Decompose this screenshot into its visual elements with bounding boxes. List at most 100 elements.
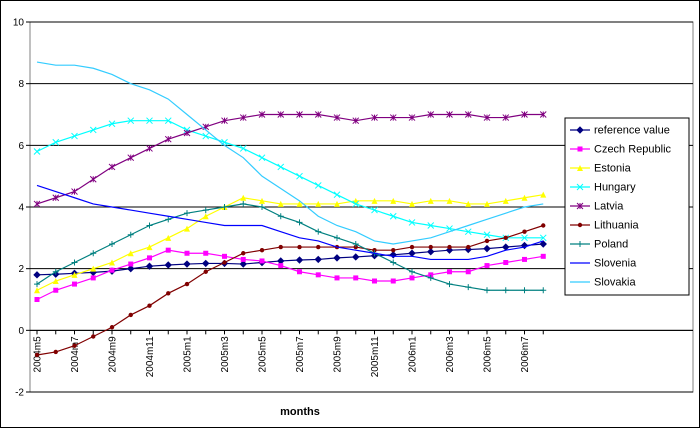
data-point (183, 260, 191, 268)
data-point (89, 175, 97, 183)
data-point (503, 235, 508, 241)
data-point (241, 251, 246, 256)
data-point (466, 244, 471, 250)
legend-label: Hungary (594, 182, 636, 194)
data-point (259, 197, 265, 204)
data-point (128, 312, 133, 318)
x-tick-label: 2005m11 (370, 336, 381, 377)
data-point (372, 247, 377, 253)
legend-marker (577, 241, 583, 247)
data-point (222, 260, 227, 265)
data-point (503, 260, 509, 265)
y-tick-label: 8 (18, 79, 24, 90)
data-point (390, 278, 396, 284)
data-point (483, 231, 491, 239)
series-line (36, 249, 544, 301)
data-point (33, 200, 41, 208)
data-point (239, 145, 247, 152)
y-tick-label: 6 (18, 141, 24, 152)
data-point (259, 258, 265, 264)
data-point (53, 349, 58, 355)
data-point (540, 191, 547, 198)
data-point (333, 254, 341, 262)
x-tick-label: 2006m5 (483, 336, 494, 373)
data-point (521, 194, 528, 201)
data-point (184, 250, 190, 256)
data-point (371, 197, 378, 204)
data-point (539, 240, 547, 248)
data-point (465, 200, 472, 207)
data-point (428, 272, 434, 278)
data-point (315, 228, 322, 235)
data-point (428, 244, 433, 250)
x-tick-label: 2004m11 (145, 336, 156, 377)
data-point (390, 197, 397, 204)
data-point (90, 265, 97, 272)
data-point (109, 259, 115, 266)
data-point (484, 287, 490, 294)
data-point (53, 287, 59, 293)
x-tick-label: 2005m5 (258, 336, 269, 373)
data-point (108, 163, 116, 171)
data-point (146, 117, 153, 125)
data-point (315, 272, 321, 278)
data-point (128, 261, 134, 267)
data-point (184, 281, 190, 287)
data-point (352, 200, 360, 208)
data-point (371, 206, 378, 214)
data-point (147, 255, 152, 261)
data-point (71, 271, 78, 278)
data-point (464, 228, 472, 236)
data-point (408, 114, 416, 121)
data-point (334, 234, 340, 241)
data-point (540, 253, 546, 259)
y-tick-label: 2 (18, 264, 24, 275)
data-point (409, 244, 415, 250)
data-point (52, 138, 60, 146)
data-point (333, 114, 341, 121)
data-point (33, 148, 41, 155)
data-point (221, 117, 228, 125)
data-point (427, 111, 435, 118)
x-tick-label: 2004m9 (108, 336, 119, 373)
data-point (539, 111, 547, 118)
data-point (314, 182, 322, 189)
data-point (240, 256, 246, 262)
legend-marker (576, 202, 584, 210)
data-point (34, 352, 40, 358)
data-point (71, 259, 78, 266)
series-line (36, 61, 544, 245)
data-point (352, 117, 360, 125)
data-point (240, 194, 247, 201)
data-point (277, 200, 284, 207)
data-point (71, 132, 78, 140)
series-line (36, 184, 544, 261)
legend-label: Estonia (594, 163, 632, 175)
y-tick-label: 0 (18, 326, 24, 337)
data-point (72, 343, 77, 348)
data-point (164, 135, 172, 143)
data-point (296, 111, 303, 118)
data-point (109, 267, 115, 273)
data-point (465, 269, 471, 275)
data-point (427, 222, 435, 229)
data-point (90, 250, 97, 257)
data-point (202, 213, 209, 220)
data-point (409, 200, 415, 207)
data-point (259, 247, 265, 253)
data-point (464, 111, 472, 118)
data-point (502, 197, 509, 204)
data-point (484, 200, 490, 207)
x-tick-label: 2005m1 (183, 336, 194, 373)
data-point (34, 287, 40, 294)
data-point (389, 251, 397, 259)
data-point (259, 204, 265, 210)
data-point (33, 271, 41, 279)
data-point (409, 268, 415, 275)
data-point (71, 188, 78, 195)
data-point (352, 241, 359, 247)
data-point (334, 200, 340, 207)
x-axis-title: months (280, 406, 320, 418)
data-point (353, 244, 358, 250)
